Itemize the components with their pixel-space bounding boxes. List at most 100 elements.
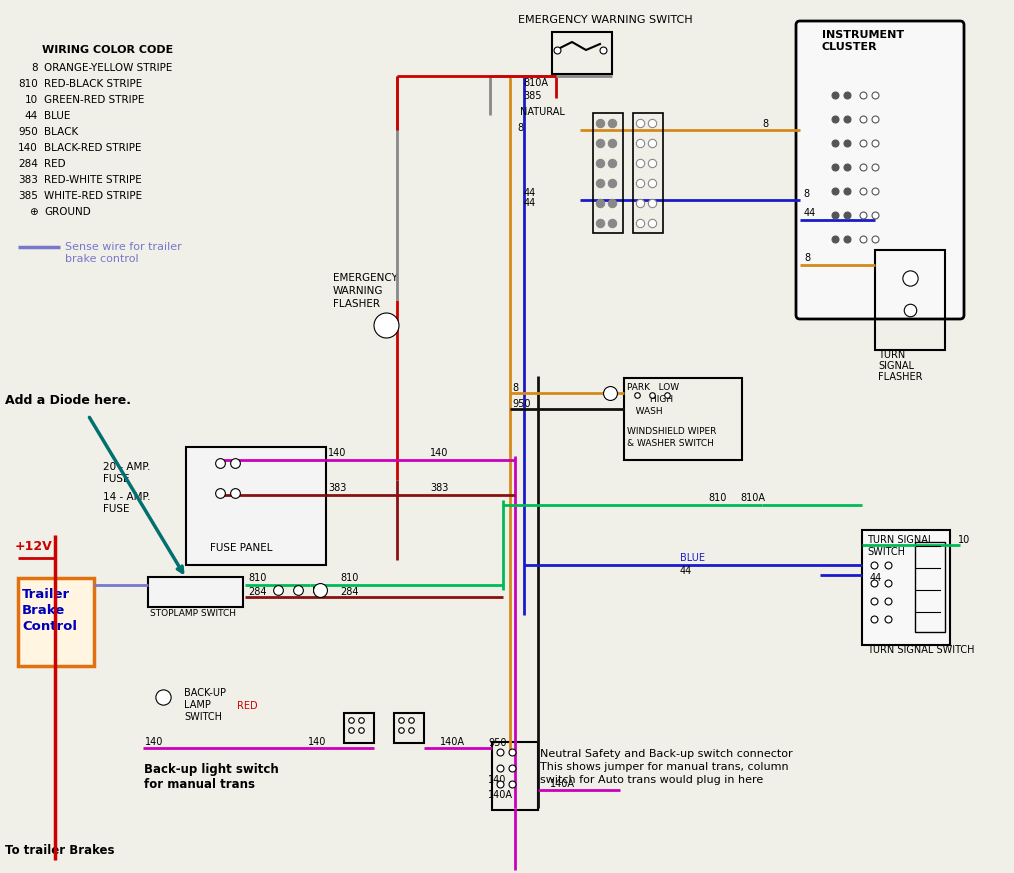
Text: BLUE: BLUE xyxy=(680,553,705,563)
Text: 284: 284 xyxy=(248,587,267,597)
Text: 383: 383 xyxy=(18,175,38,185)
Text: Neutral Safety and Back-up switch connector: Neutral Safety and Back-up switch connec… xyxy=(540,749,793,759)
Text: LAMP: LAMP xyxy=(184,700,211,710)
Text: BACK-UP: BACK-UP xyxy=(184,688,226,698)
Text: TURN SIGNAL SWITCH: TURN SIGNAL SWITCH xyxy=(867,645,974,655)
Text: 383: 383 xyxy=(430,483,448,493)
Text: 10: 10 xyxy=(25,95,38,105)
Text: 20 - AMP.: 20 - AMP. xyxy=(103,462,150,472)
Text: 8: 8 xyxy=(517,123,523,133)
Text: WHITE-RED STRIPE: WHITE-RED STRIPE xyxy=(44,191,142,201)
Bar xyxy=(862,530,950,645)
Text: TURN SIGNAL: TURN SIGNAL xyxy=(867,535,933,545)
Text: 140A: 140A xyxy=(488,790,513,800)
Text: +12V: +12V xyxy=(15,540,53,553)
Text: EMERGENCY WARNING SWITCH: EMERGENCY WARNING SWITCH xyxy=(518,15,693,25)
Text: FLASHER: FLASHER xyxy=(878,372,923,382)
FancyBboxPatch shape xyxy=(796,21,964,319)
Bar xyxy=(624,378,742,460)
Text: RED: RED xyxy=(44,159,66,169)
Text: 44: 44 xyxy=(524,188,536,198)
Text: 810: 810 xyxy=(248,573,267,583)
Text: 44: 44 xyxy=(680,566,693,576)
Text: WINDSHIELD WIPER: WINDSHIELD WIPER xyxy=(627,428,716,436)
Text: 950: 950 xyxy=(488,738,507,748)
Text: FUSE: FUSE xyxy=(103,504,130,514)
Text: 14 - AMP.: 14 - AMP. xyxy=(103,492,150,502)
Text: ⊕: ⊕ xyxy=(29,207,38,217)
Text: Brake: Brake xyxy=(22,603,65,616)
Text: 8: 8 xyxy=(803,189,809,199)
Text: BLACK: BLACK xyxy=(44,127,78,137)
Text: 140A: 140A xyxy=(550,779,575,789)
Text: Trailer: Trailer xyxy=(22,588,70,601)
Text: PARK   LOW: PARK LOW xyxy=(627,383,679,393)
Text: GROUND: GROUND xyxy=(44,207,90,217)
Text: 810A: 810A xyxy=(523,78,548,88)
Text: WARNING: WARNING xyxy=(333,286,383,296)
Text: & WASHER SWITCH: & WASHER SWITCH xyxy=(627,438,714,448)
Text: 44: 44 xyxy=(870,573,882,583)
Text: WASH: WASH xyxy=(627,408,662,416)
Text: RED-WHITE STRIPE: RED-WHITE STRIPE xyxy=(44,175,142,185)
Text: RED-BLACK STRIPE: RED-BLACK STRIPE xyxy=(44,79,142,89)
Bar xyxy=(394,713,424,743)
Text: for manual trans: for manual trans xyxy=(144,778,255,790)
Bar xyxy=(492,742,538,810)
Bar xyxy=(344,713,374,743)
Text: BLUE: BLUE xyxy=(44,111,70,121)
Text: INSTRUMENT: INSTRUMENT xyxy=(822,30,904,40)
Bar xyxy=(633,113,663,233)
Text: SWITCH: SWITCH xyxy=(867,547,906,557)
Text: EMERGENCY: EMERGENCY xyxy=(333,273,397,283)
Text: WIRING COLOR CODE: WIRING COLOR CODE xyxy=(42,45,173,55)
Text: 810A: 810A xyxy=(740,493,765,503)
Text: 810: 810 xyxy=(340,573,358,583)
Text: FLASHER: FLASHER xyxy=(333,299,380,309)
Text: 385: 385 xyxy=(523,91,541,101)
Text: 950: 950 xyxy=(18,127,38,137)
Text: This shows jumper for manual trans, column: This shows jumper for manual trans, colu… xyxy=(540,762,789,772)
Text: Sense wire for trailer: Sense wire for trailer xyxy=(65,242,182,252)
Text: 140: 140 xyxy=(145,737,163,747)
Text: 140A: 140A xyxy=(440,737,465,747)
Text: Control: Control xyxy=(22,620,77,633)
Text: 385: 385 xyxy=(18,191,38,201)
Text: 8: 8 xyxy=(804,253,810,263)
Text: 810: 810 xyxy=(18,79,38,89)
Text: Add a Diode here.: Add a Diode here. xyxy=(5,394,131,407)
Bar xyxy=(18,578,94,666)
Text: 44: 44 xyxy=(524,198,536,208)
Bar xyxy=(186,447,325,565)
Text: 10: 10 xyxy=(958,535,970,545)
Text: 140: 140 xyxy=(328,448,347,458)
Text: 284: 284 xyxy=(340,587,359,597)
Bar xyxy=(875,250,945,350)
Text: STOPLAMP SWITCH: STOPLAMP SWITCH xyxy=(150,609,236,618)
Text: FUSE: FUSE xyxy=(103,474,130,484)
Text: HIGH: HIGH xyxy=(627,395,673,404)
Text: FUSE PANEL: FUSE PANEL xyxy=(210,543,273,553)
Bar xyxy=(148,577,243,607)
Text: 44: 44 xyxy=(24,111,38,121)
Text: RED: RED xyxy=(237,701,258,711)
Text: H: H xyxy=(312,585,319,595)
Text: 44: 44 xyxy=(804,208,816,218)
Text: 284: 284 xyxy=(18,159,38,169)
Text: To trailer Brakes: To trailer Brakes xyxy=(5,843,115,856)
Text: NATURAL: NATURAL xyxy=(520,107,565,117)
Text: BLACK-RED STRIPE: BLACK-RED STRIPE xyxy=(44,143,142,153)
Text: 810: 810 xyxy=(708,493,726,503)
Text: SWITCH: SWITCH xyxy=(184,712,222,722)
Text: 140: 140 xyxy=(488,775,506,785)
Text: 8: 8 xyxy=(762,119,769,129)
Text: GREEN-RED STRIPE: GREEN-RED STRIPE xyxy=(44,95,144,105)
Text: Back-up light switch: Back-up light switch xyxy=(144,764,279,776)
Text: brake control: brake control xyxy=(65,254,139,264)
Text: ORANGE-YELLOW STRIPE: ORANGE-YELLOW STRIPE xyxy=(44,63,172,73)
Text: TURN: TURN xyxy=(878,350,906,360)
Bar xyxy=(915,542,945,632)
Bar xyxy=(552,32,612,74)
Text: SIGNAL: SIGNAL xyxy=(878,361,914,371)
Text: 8: 8 xyxy=(512,383,518,393)
